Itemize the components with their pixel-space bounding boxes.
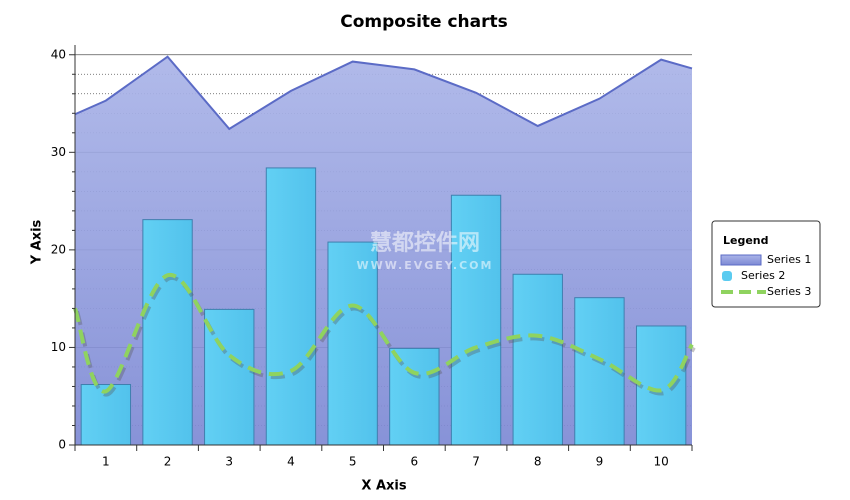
bar: [142, 219, 193, 446]
bar: [389, 347, 440, 446]
legend-swatch: [720, 254, 762, 266]
x-tick-label: 4: [287, 455, 295, 469]
chart-title: Composite charts: [340, 12, 508, 32]
x-tick-label: 9: [596, 455, 604, 469]
legend-title: Legend: [723, 234, 769, 247]
legend-label: Series 1: [767, 253, 811, 266]
x-tick-label: 2: [164, 455, 172, 469]
plot-area: 0 10 20 30 40 1 2 3 4 5 6 7 8 9 10: [51, 45, 696, 469]
x-tick-label: 6: [411, 455, 419, 469]
bar: [635, 325, 687, 446]
bar: [574, 297, 625, 446]
line: [73, 273, 694, 394]
bar: [327, 241, 378, 446]
legend-label: Series 3: [767, 285, 811, 298]
y-tick-label: 0: [58, 438, 66, 452]
watermark-url: WWW.EVGEY.COM: [357, 259, 494, 272]
y-tick-label: 30: [51, 145, 66, 159]
y-tick-label: 40: [51, 47, 66, 61]
watermark: 慧都控件网: [370, 230, 480, 256]
x-tick-label: 3: [225, 455, 233, 469]
bar: [80, 384, 132, 446]
legend-box: [711, 220, 821, 308]
bar: [450, 194, 502, 446]
axes: 0 10 20 30 40 1 2 3 4 5 6 7 8 9 10: [51, 45, 693, 469]
x-tick-label: 5: [349, 455, 357, 469]
legend-label: Series 2: [741, 269, 785, 282]
legend-swatch: [722, 271, 732, 281]
series-layer: [73, 55, 696, 446]
x-tick-label: 7: [472, 455, 480, 469]
x-tick-label: 8: [534, 455, 542, 469]
legend: Legend Series 1 Series 2 Series 3: [711, 220, 821, 308]
y-tick-label: 20: [51, 242, 66, 256]
bar: [512, 273, 563, 446]
bar: [265, 167, 317, 446]
x-tick-label: 10: [654, 455, 669, 469]
y-tick-label: 10: [51, 340, 66, 354]
y-axis-title: Y Axis: [30, 219, 45, 265]
bar: [204, 308, 255, 446]
x-tick-label: 1: [102, 455, 110, 469]
x-axis-title: X Axis: [361, 479, 406, 494]
area-line: [74, 55, 693, 131]
